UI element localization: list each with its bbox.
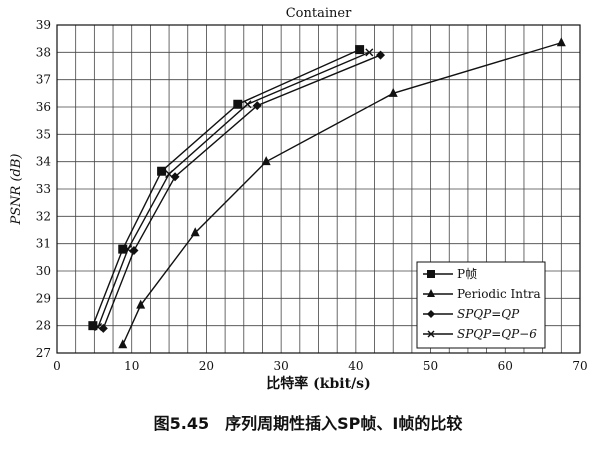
legend-label: SPQP=QP−6: [457, 327, 537, 341]
legend-marker: [427, 270, 435, 278]
x-axis-label: 比特率 (kbit/s): [266, 375, 370, 392]
data-point: [261, 156, 271, 166]
data-point: [252, 101, 262, 111]
legend-label: SPQP=QP: [457, 307, 520, 321]
legend-label: Periodic Intra: [457, 287, 541, 301]
chart-title: Container: [286, 6, 352, 21]
data-point: [165, 169, 174, 178]
series-line: [97, 51, 370, 328]
marker-stroke: [94, 323, 103, 332]
legend: P帧 Periodic Intra SPQP=QP SPQP=QP−6: [416, 261, 546, 349]
y-tick-label: 30: [36, 264, 51, 278]
y-tick-label: 31: [36, 237, 51, 251]
legend-label: P帧: [457, 267, 477, 281]
series-1: [118, 37, 566, 349]
y-tick-label: 32: [36, 209, 51, 223]
marker-stroke: [243, 100, 252, 109]
y-tick-label: 27: [36, 346, 51, 360]
data-point: [123, 245, 132, 254]
data-point: [157, 166, 167, 176]
legend-marker: [427, 289, 435, 297]
y-tick-label: 35: [36, 127, 51, 141]
data-point: [118, 339, 128, 349]
series-line: [102, 54, 381, 329]
data-point: [94, 323, 103, 332]
data-point: [233, 99, 243, 109]
x-tick-label: 30: [274, 359, 289, 373]
x-tick-label: 70: [572, 359, 587, 373]
data-point: [190, 227, 200, 237]
y-tick-label: 38: [36, 45, 51, 59]
y-tick-label: 33: [36, 182, 51, 196]
x-tick-label: 50: [423, 359, 438, 373]
y-tick-label: 39: [36, 18, 51, 32]
y-tick-label: 28: [36, 319, 51, 333]
data-point: [388, 87, 398, 97]
data-point: [365, 48, 374, 57]
series-2: [98, 50, 386, 333]
data-point: [136, 299, 146, 309]
legend-marker: [427, 310, 435, 318]
x-tick-label: 40: [348, 359, 363, 373]
data-point: [556, 37, 566, 47]
plot-frame: [56, 24, 581, 354]
data-point: [243, 100, 252, 109]
figure-caption: 图5.45 序列周期性插入SP帧、I帧的比较: [153, 414, 463, 433]
marker-stroke: [123, 245, 132, 254]
y-tick-label: 29: [36, 291, 51, 305]
marker-stroke: [427, 330, 435, 338]
series-line: [122, 42, 562, 346]
data-point: [88, 321, 98, 331]
data-point: [376, 50, 386, 60]
y-tick-label: 34: [36, 155, 52, 169]
data-point: [118, 244, 128, 254]
series-0: [88, 45, 365, 331]
marker-stroke: [165, 169, 174, 178]
marker-stroke: [365, 48, 374, 57]
legend-marker: [427, 330, 435, 338]
x-tick-label: 0: [53, 359, 61, 373]
y-axis-label: PSNR (dB): [9, 154, 24, 226]
x-tick-label: 10: [124, 359, 139, 373]
x-tick-label: 60: [498, 359, 513, 373]
data-point: [170, 172, 180, 182]
series-line: [92, 48, 360, 326]
series-layer: [88, 37, 566, 349]
y-tick-label: 36: [36, 100, 51, 114]
data-point: [129, 246, 139, 255]
axis-ticks: 0 10 20 30 40 50 60 70 27 28 29 30 31 32 33 34 35 36 37 38 3…: [36, 18, 588, 373]
y-tick-label: 37: [36, 73, 51, 87]
series-3: [94, 48, 374, 332]
data-point: [355, 45, 365, 55]
x-tick-label: 20: [199, 359, 214, 373]
